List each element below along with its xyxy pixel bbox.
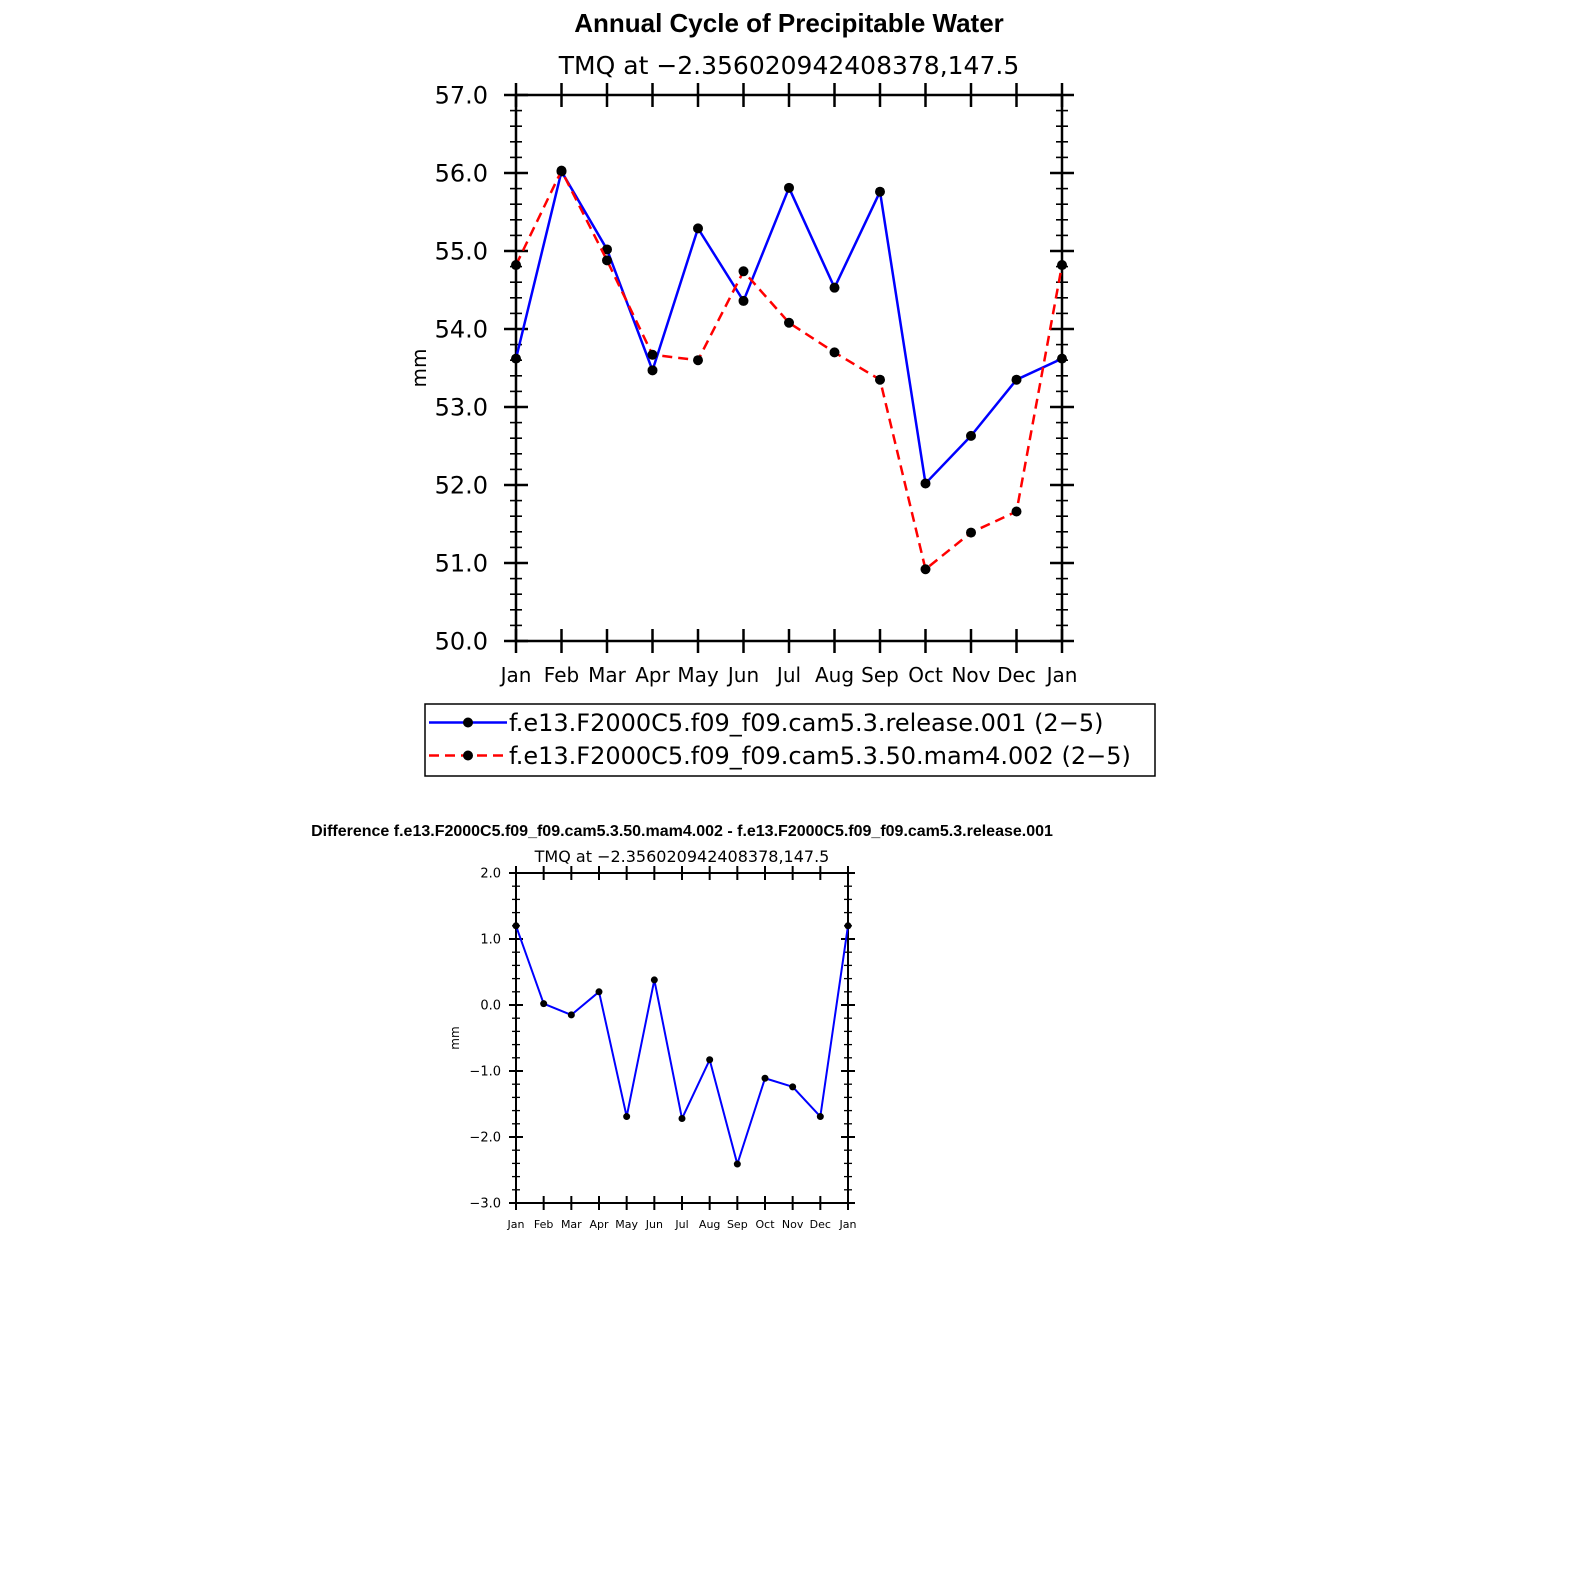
x-tick-label: Feb [544,663,579,687]
x-tick-label: Apr [589,1218,609,1231]
y-tick-label: 55.0 [435,238,488,266]
x-tick-label: Nov [782,1218,804,1231]
x-tick-label: Jan [507,1218,525,1231]
data-point [623,1113,631,1121]
y-axis-label: mm [407,349,431,388]
x-tick-label: May [615,1218,638,1231]
y-tick-label: 0.0 [480,999,501,1014]
y-tick-label: 50.0 [435,628,488,656]
data-point [738,295,749,306]
data-point [602,255,612,266]
x-tick-label: Aug [699,1218,720,1231]
data-point [829,347,840,358]
legend-marker [463,750,473,761]
data-point [650,976,658,984]
data-point [844,922,852,930]
chart-subtitle: TMQ at −2.356020942408378,147.5 [558,51,1019,80]
chart-title: Annual Cycle of Precipitable Water [574,8,1004,38]
data-point [595,988,603,996]
data-point [920,564,931,575]
y-tick-label: 56.0 [435,160,488,188]
y-tick-label: 57.0 [435,82,488,110]
data-point [678,1115,686,1123]
data-point [693,355,703,366]
y-axis-label: mm [448,1026,462,1049]
data-point [733,1160,741,1168]
data-point [789,1083,797,1091]
data-point [512,922,520,930]
x-tick-label: Jun [726,663,759,687]
legend-box [424,703,1156,777]
y-tick-label: 1.0 [480,933,501,948]
x-tick-label: Jul [775,663,801,687]
y-tick-label: −1.0 [469,1065,501,1080]
x-tick-label: May [677,663,719,687]
x-tick-label: Sep [861,663,899,687]
series-line-1 [514,169,1064,571]
x-tick-label: Dec [810,1218,831,1231]
legend-marker [463,717,473,728]
chart-title: Difference f.e13.F2000C5.f09_f09.cam5.3.… [311,823,1053,840]
y-tick-label: 51.0 [435,550,488,578]
data-point [602,244,612,255]
x-tick-label: Mar [561,1218,582,1231]
data-point [761,1074,769,1082]
series-line-0 [515,925,849,1166]
x-tick-label: Nov [951,663,990,687]
legend-label-0: f.e13.F2000C5.f09_f09.cam5.3.release.001… [509,709,1103,737]
y-tick-label: 53.0 [435,394,488,422]
difference-chart: Difference f.e13.F2000C5.f09_f09.cam5.3.… [311,823,1053,1231]
x-tick-label: Mar [588,663,627,687]
data-point [1057,260,1067,271]
x-tick-label: Feb [534,1218,553,1231]
x-tick-label: Aug [815,663,854,687]
data-point [1011,374,1022,385]
data-point [540,1000,548,1008]
x-tick-label: Apr [635,663,670,687]
data-point [784,182,794,193]
data-point [875,374,885,385]
x-tick-label: Jan [1045,663,1078,687]
data-point [784,317,794,328]
chart-subtitle: TMQ at −2.356020942408378,147.5 [534,847,830,866]
data-point [706,1056,714,1064]
data-point [511,260,521,271]
data-point [647,365,658,376]
x-tick-label: Oct [908,663,943,687]
x-tick-label: Jul [674,1218,688,1231]
y-tick-label: −2.0 [469,1131,501,1146]
data-point [1011,506,1022,517]
data-point [567,1011,575,1019]
data-point [920,478,931,489]
y-tick-label: −3.0 [469,1197,501,1212]
data-point [511,353,521,364]
data-point [1057,353,1067,364]
y-tick-label: 52.0 [435,472,488,500]
data-point [875,186,885,197]
y-tick-label: 54.0 [435,316,488,344]
x-tick-label: Jan [499,663,532,687]
data-point [647,349,658,360]
data-point [738,266,749,277]
x-tick-label: Oct [755,1218,775,1231]
plot-frame [514,93,1064,643]
x-tick-label: Jun [645,1218,663,1231]
y-tick-label: 2.0 [480,867,501,882]
data-point [816,1113,824,1121]
annual-cycle-chart: Annual Cycle of Precipitable Water TMQ at… [407,8,1156,777]
plot-frame [515,872,849,1204]
data-point [966,430,976,441]
data-point [966,527,976,538]
x-tick-label: Jan [839,1218,857,1231]
data-point [556,165,567,176]
legend-label-1: f.e13.F2000C5.f09_f09.cam5.3.50.mam4.002… [509,742,1131,770]
data-point [829,282,840,293]
x-tick-label: Sep [727,1218,748,1231]
x-tick-label: Dec [997,663,1036,687]
data-point [693,223,703,234]
